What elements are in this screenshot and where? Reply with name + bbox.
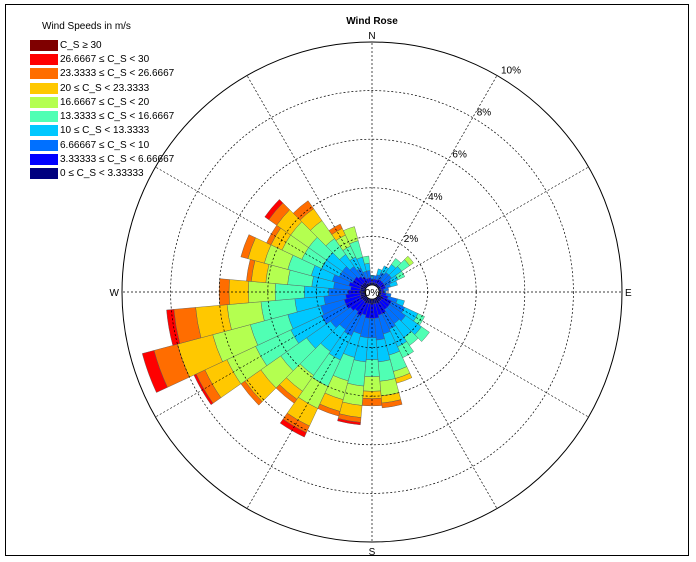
- legend-swatch: [30, 39, 58, 51]
- radial-tick-label: 10%: [501, 65, 521, 76]
- legend-item: 6.66667 ≤ C_S < 10: [30, 138, 174, 152]
- legend-item: 3.33333 ≤ C_S < 6.66667: [30, 152, 174, 166]
- sector-bar: [404, 255, 414, 266]
- legend-item: 0 ≤ C_S < 3.33333: [30, 167, 174, 181]
- legend-label: 26.6667 ≤ C_S < 30: [60, 53, 150, 65]
- grid-spoke: [155, 166, 367, 289]
- legend-item: 16.6667 ≤ C_S < 20: [30, 95, 174, 109]
- grid-spoke: [246, 75, 369, 287]
- chart-frame: Wind Rose 0% N E S W 2% 4% 6% 8% 10% Wind Speeds …: [5, 4, 689, 557]
- sector-bar: [142, 350, 168, 393]
- sector-bar: [240, 234, 256, 259]
- legend-label: 0 ≤ C_S < 3.33333: [60, 168, 144, 180]
- legend-item: 26.6667 ≤ C_S < 30: [30, 52, 174, 66]
- axis-labels: 0% N E S W 2% 4% 6% 8% 10%: [110, 31, 632, 557]
- center-label: 0%: [365, 288, 380, 299]
- legend-swatch: [30, 53, 58, 65]
- sector-bar: [292, 200, 314, 221]
- grid-spoke: [377, 166, 589, 289]
- sector-bar: [343, 226, 359, 245]
- sector-bar: [166, 309, 181, 346]
- legend-label: 16.6667 ≤ C_S < 20: [60, 96, 150, 108]
- legend: Wind Speeds in m/s C_S ≥ 30 26.6667 ≤ C_S…: [30, 21, 174, 181]
- sector-bar: [362, 255, 370, 265]
- legend-item: 13.3333 ≤ C_S < 16.6667: [30, 109, 174, 123]
- legend-swatch: [30, 125, 58, 137]
- sector-bars: [142, 199, 430, 438]
- legend-swatch: [30, 139, 58, 151]
- grid-ring: [170, 90, 574, 494]
- legend-item: 10 ≤ C_S < 13.3333: [30, 124, 174, 138]
- center-circle: [364, 284, 380, 300]
- legend-label: 10 ≤ C_S < 13.3333: [60, 125, 150, 137]
- radial-tick-label: 8%: [477, 108, 492, 119]
- legend-item: C_S ≥ 30: [30, 38, 174, 52]
- legend-label: C_S ≥ 30: [60, 39, 102, 51]
- grid-spoke: [375, 297, 498, 509]
- sector-bar: [279, 418, 307, 438]
- legend-swatch: [30, 154, 58, 166]
- direction-label-s: S: [369, 547, 376, 557]
- sector-bar: [389, 280, 398, 288]
- sector-bar: [337, 418, 361, 426]
- grid-spoke: [377, 295, 589, 418]
- legend-swatch: [30, 111, 58, 123]
- sector-bar: [381, 399, 403, 409]
- legend-swatch: [30, 168, 58, 180]
- sector-bar: [264, 199, 284, 220]
- legend-swatch: [30, 68, 58, 80]
- radial-tick-label: 4%: [428, 192, 443, 203]
- grid-spoke: [155, 295, 367, 418]
- legend-label: 20 ≤ C_S < 23.3333: [60, 82, 150, 94]
- radial-tick-label: 6%: [452, 150, 467, 161]
- legend-label: 23.3333 ≤ C_S < 26.6667: [60, 68, 175, 80]
- legend-title: Wind Speeds in m/s: [42, 21, 131, 32]
- grid-spoke: [375, 75, 498, 287]
- outer-ring: [121, 41, 623, 543]
- legend-label: 3.33333 ≤ C_S < 6.66667: [60, 154, 175, 166]
- chart-title: Wind Rose: [346, 16, 398, 27]
- sector-bar: [383, 287, 389, 292]
- legend-label: 6.66667 ≤ C_S < 10: [60, 139, 150, 151]
- legend-label: 13.3333 ≤ C_S < 16.6667: [60, 111, 175, 123]
- radial-tick-label: 2%: [404, 234, 419, 245]
- direction-label-n: N: [368, 31, 375, 42]
- direction-label-w: W: [110, 288, 120, 299]
- legend-item: 23.3333 ≤ C_S < 26.6667: [30, 67, 174, 81]
- sector-bar: [414, 326, 430, 342]
- wind-rose-chart: Wind Rose 0% N E S W 2% 4% 6% 8% 10%: [110, 16, 632, 557]
- grid-spoke: [246, 297, 369, 509]
- legend-swatch: [30, 96, 58, 108]
- direction-label-e: E: [625, 288, 632, 299]
- polar-grid: [121, 41, 623, 543]
- legend-item: 20 ≤ C_S < 23.3333: [30, 81, 174, 95]
- legend-swatch: [30, 82, 58, 94]
